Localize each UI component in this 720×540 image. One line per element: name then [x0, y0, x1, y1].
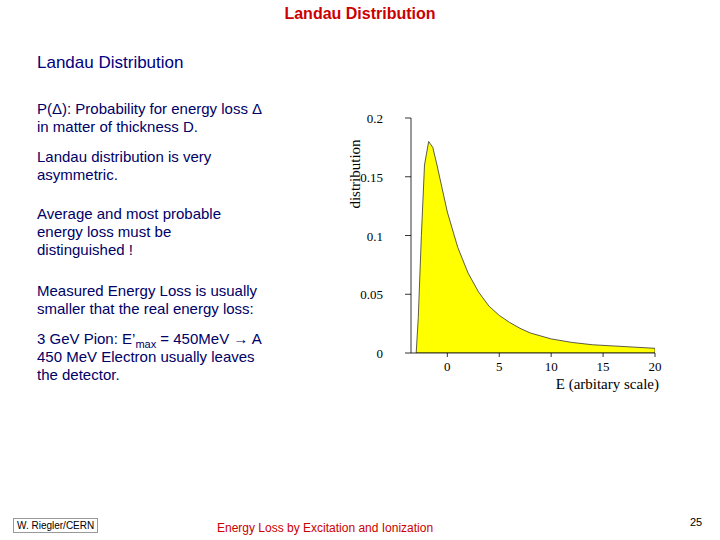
text: 450 MeV Electron usually leaves	[37, 348, 255, 365]
text-line: 3 GeV Pion: E’max = 450MeV → A	[37, 330, 262, 348]
footer-center: Energy Loss by Excitation and Ionization	[217, 521, 433, 535]
x-tick	[603, 353, 604, 357]
paragraph: 3 GeV Pion: E’max = 450MeV → A450 MeV El…	[37, 330, 262, 384]
slide-title: Landau Distribution	[0, 5, 720, 23]
x-tick	[655, 353, 656, 357]
text-line: Average and most probable	[37, 205, 221, 223]
text-line: smaller that the real energy loss:	[37, 300, 257, 318]
paragraph: P(Δ): Probability for energy loss Δin ma…	[37, 100, 262, 136]
x-tick-label: 20	[649, 359, 662, 374]
text: smaller that the real energy loss:	[37, 300, 254, 317]
x-tick	[551, 353, 552, 357]
y-tick-label: 0.05	[360, 287, 383, 302]
text: P(Δ): Probability for energy loss Δ	[37, 100, 262, 117]
paragraph: Average and most probableenergy loss mus…	[37, 205, 221, 259]
x-tick-label: 0	[444, 359, 451, 374]
area	[416, 142, 655, 354]
text: distinguished !	[37, 241, 133, 258]
paragraph: Measured Energy Loss is usuallysmaller t…	[37, 282, 257, 318]
y-tick-label: 0.15	[360, 170, 383, 185]
footer-author: W. Riegler/CERN	[13, 518, 98, 533]
plot-area	[416, 142, 655, 354]
text: 3 GeV Pion: E’	[37, 330, 135, 347]
x-axis-label: E (arbitary scale)	[556, 376, 659, 393]
paragraph: Landau distribution is veryasymmetric.	[37, 148, 211, 184]
text-line: Measured Energy Loss is usually	[37, 282, 257, 300]
y-tick-label: 0.2	[367, 111, 383, 126]
text: energy loss must be	[37, 223, 171, 240]
text: Measured Energy Loss is usually	[37, 282, 257, 299]
text-line: distinguished !	[37, 241, 221, 259]
text-line: energy loss must be	[37, 223, 221, 241]
text-line: 450 MeV Electron usually leaves	[37, 348, 262, 366]
y-tick-label: 0	[377, 346, 384, 361]
slide: Landau Distribution Landau Distribution P(…	[0, 0, 720, 540]
text-line: asymmetric.	[37, 166, 211, 184]
text: Average and most probable	[37, 205, 221, 222]
y-tick-label: 0.1	[367, 229, 383, 244]
text-line: P(Δ): Probability for energy loss Δ	[37, 100, 262, 118]
text: Landau distribution is very	[37, 148, 211, 165]
text: the detector.	[37, 366, 120, 383]
chart: 0 0.05 0.1 0.15 0.2 0 5 10 15 20 E (arbitary scale…	[0, 0, 720, 540]
text-line: in matter of thickness D.	[37, 118, 262, 136]
y-tick	[405, 294, 411, 295]
y-tick	[405, 176, 411, 177]
x-tick-label: 15	[597, 359, 610, 374]
text-line: Landau distribution is very	[37, 148, 211, 166]
text: asymmetric.	[37, 166, 118, 183]
x-tick-label: 5	[496, 359, 503, 374]
text: = 450MeV → A	[156, 330, 261, 347]
y-tick	[405, 118, 411, 119]
heading: Landau Distribution	[37, 53, 183, 73]
y-tick	[405, 235, 411, 236]
x-tick-label: 10	[545, 359, 558, 374]
y-tick	[405, 353, 411, 354]
text-line: the detector.	[37, 366, 262, 384]
text: in matter of thickness D.	[37, 118, 198, 135]
y-axis-label: distribution	[347, 139, 363, 209]
page-number: 25	[690, 516, 702, 528]
x-tick	[499, 353, 500, 357]
x-tick	[447, 353, 448, 357]
